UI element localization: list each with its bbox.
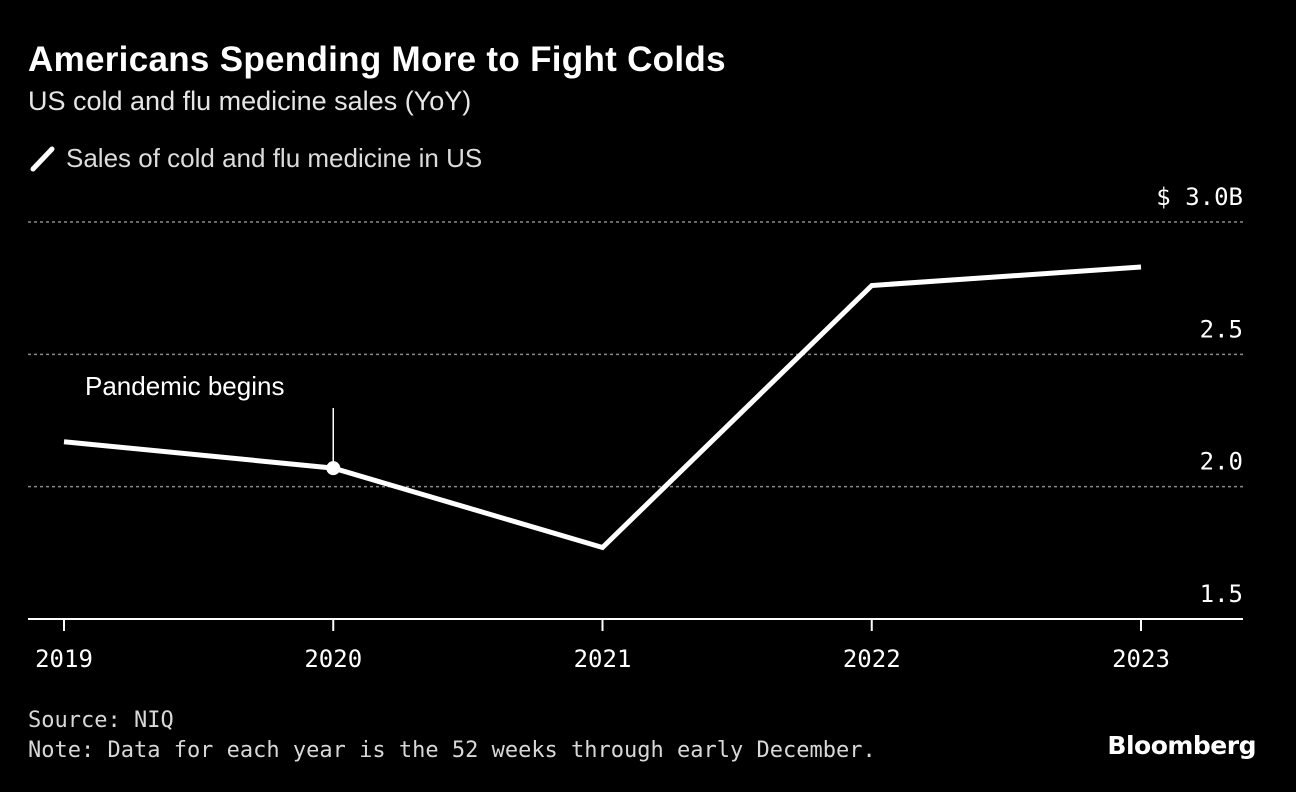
bloomberg-logo: Bloomberg: [1107, 731, 1256, 760]
y-tick-label: $ 3.0B: [1156, 183, 1243, 211]
chart-title: Americans Spending More to Fight Colds: [28, 40, 726, 79]
legend-line-icon: [30, 146, 55, 172]
data-point: [869, 283, 874, 288]
x-tick-label: 2020: [304, 645, 362, 673]
x-tick-label: 2019: [35, 645, 93, 673]
data-note: Note: Data for each year is the 52 weeks…: [28, 738, 876, 763]
series-line: [63, 264, 1142, 551]
legend: Sales of cold and flu medicine in US: [28, 142, 482, 174]
x-tick-label: 2021: [574, 645, 632, 673]
annotation-marker: [326, 461, 341, 476]
y-tick-label: 2.0: [1200, 448, 1243, 476]
annotation-label: Pandemic begins: [85, 371, 284, 401]
x-tick-label: 2023: [1112, 645, 1170, 673]
x-tick-label: 2022: [843, 645, 901, 673]
legend-label: Sales of cold and flu medicine in US: [66, 142, 483, 173]
y-tick-label: 2.5: [1200, 315, 1243, 343]
chart-subtitle: US cold and flu medicine sales (YoY): [28, 86, 472, 116]
data-point: [62, 439, 67, 444]
data-point: [1139, 264, 1144, 269]
source-note: Source: NIQ: [28, 708, 174, 733]
data-point: [600, 545, 605, 550]
y-tick-label: 1.5: [1200, 580, 1243, 608]
